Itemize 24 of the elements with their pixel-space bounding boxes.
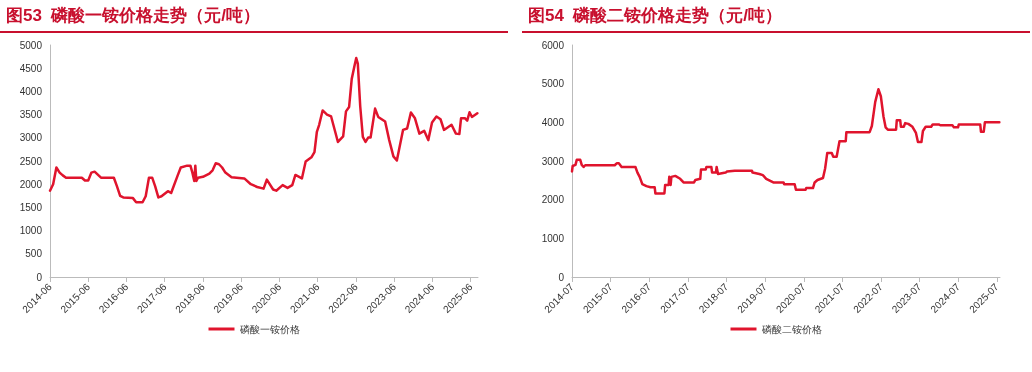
- chart-title: 图54 磷酸二铵价格走势（元/吨）: [522, 0, 1030, 33]
- chart-title: 图53 磷酸一铵价格走势（元/吨）: [0, 0, 508, 33]
- y-tick-label: 4500: [19, 62, 43, 74]
- y-tick-label: 0: [558, 271, 565, 283]
- y-tick-label: 1000: [19, 225, 43, 237]
- y-tick-label: 1500: [19, 201, 43, 213]
- y-tick-label: 4000: [19, 85, 43, 97]
- y-tick-label: 6000: [541, 39, 565, 51]
- line-series: [48, 56, 479, 204]
- line-series: [570, 88, 1001, 195]
- y-tick-label: 0: [36, 271, 43, 283]
- y-tick-label: 2000: [541, 194, 565, 206]
- legend-label: 磷酸二铵价格: [760, 323, 822, 335]
- y-tick-label: 5000: [541, 78, 565, 90]
- y-tick-label: 3000: [19, 132, 43, 144]
- y-tick-label: 2000: [19, 178, 43, 190]
- legend-label: 磷酸一铵价格: [238, 323, 300, 335]
- y-tick-label: 4000: [541, 116, 565, 128]
- y-tick-label: 5000: [19, 39, 43, 51]
- y-tick-label: 3000: [541, 155, 565, 167]
- y-tick-label: 1000: [541, 232, 565, 244]
- y-tick-label: 2500: [19, 155, 43, 167]
- y-tick-label: 500: [25, 248, 43, 260]
- y-tick-label: 3500: [19, 109, 43, 121]
